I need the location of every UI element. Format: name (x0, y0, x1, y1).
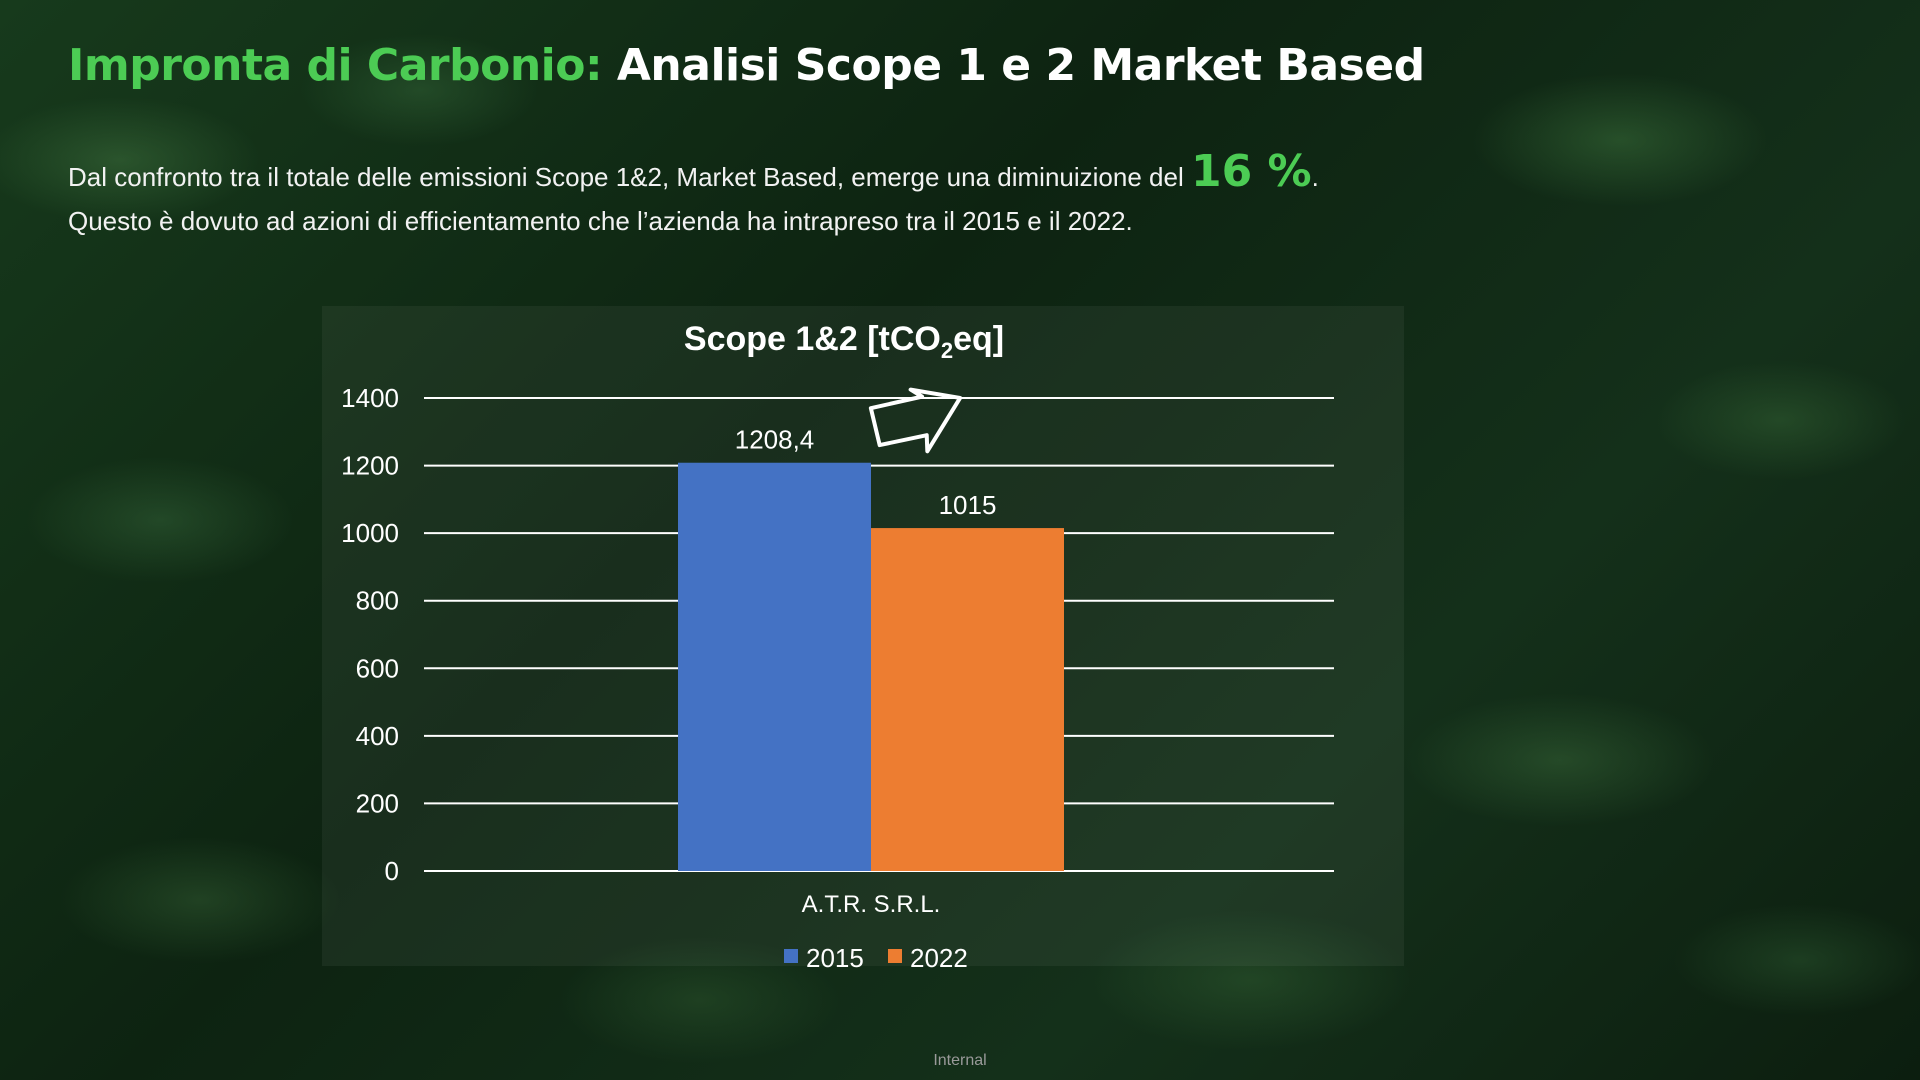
y-tick-label: 600 (356, 653, 399, 683)
legend-swatch-2015 (784, 949, 798, 963)
description-line-2: Questo è dovuto ad azioni di efficientam… (68, 206, 1133, 236)
reduction-percentage: 16 % (1190, 146, 1312, 197)
y-tick-label: 1400 (341, 383, 399, 413)
internal-label: Internal (933, 1052, 987, 1069)
y-tick-label: 1200 (341, 451, 399, 481)
legend-label-2015: 2015 (806, 943, 864, 973)
page-title: Impronta di Carbonio: Analisi Scope 1 e … (68, 40, 1425, 91)
trend-arrow-icon (868, 387, 963, 454)
description-line-1: Dal confronto tra il totale delle emissi… (68, 150, 1319, 199)
legend-label-2022: 2022 (910, 943, 968, 973)
y-tick-label: 1000 (341, 518, 399, 548)
chart-title-subscript: 2 (940, 337, 954, 363)
bar-2015 (678, 462, 871, 871)
bar-chart: 0 200 400 600 800 1000 1200 1400 1208,4 1015 A.T.R… (341, 383, 1334, 973)
chart-title: Scope 1&2 [tCO2eq] (0, 320, 1688, 364)
y-tick-label: 200 (356, 788, 399, 818)
chart-title-suffix: eq] (953, 320, 1005, 358)
x-category-label: A.T.R. S.R.L. (802, 891, 941, 918)
bar-2022 (871, 528, 1064, 871)
y-tick-label: 400 (356, 721, 399, 751)
y-tick-label: 0 (385, 856, 399, 886)
legend-swatch-2022 (888, 949, 902, 963)
description: Dal confronto tra il totale delle emissi… (68, 150, 1319, 243)
data-label-2015: 1208,4 (735, 425, 815, 455)
y-tick-label: 800 (356, 586, 399, 616)
description-text: Dal confronto tra il totale delle emissi… (68, 162, 1191, 192)
description-period: . (1311, 162, 1319, 192)
title-main: Analisi Scope 1 e 2 Market Based (616, 40, 1425, 91)
chart-title-text: Scope 1&2 [tCO (683, 320, 941, 358)
data-label-2022: 1015 (939, 490, 997, 520)
title-highlight: Impronta di Carbonio: (68, 40, 603, 91)
